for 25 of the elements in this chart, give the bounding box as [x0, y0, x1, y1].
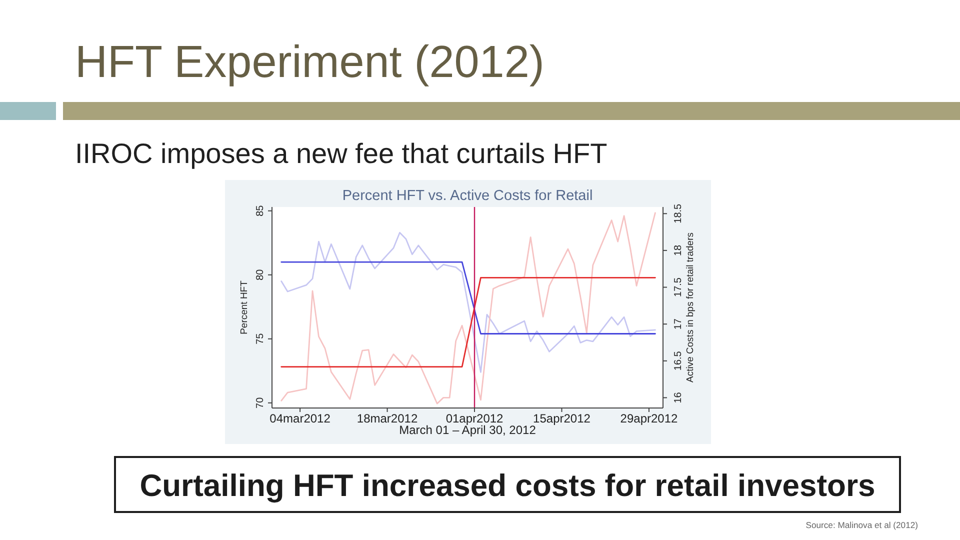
y2-tick-label: 16.5 [673, 350, 684, 371]
x-tick-label: 04mar2012 [270, 412, 331, 426]
y-axis-title: Percent HFT [239, 280, 250, 334]
chart-title: HFT Experiment (2012) [75, 36, 544, 87]
line-series [280, 212, 656, 404]
text: Percent HFT vs. Active Costs for Retail [342, 188, 593, 204]
y-tick-label: 75 [255, 332, 266, 344]
x-axis-title: March 01 – April 30, 2012 [399, 423, 536, 437]
source-note: Source: Malinova et al (2012) [806, 520, 918, 530]
x-tick-label: 15apr2012 [533, 412, 591, 426]
y-tick-label: 80 [255, 268, 266, 280]
y2-tick-label: 17.5 [673, 277, 684, 297]
y2-tick-label: 17 [673, 318, 684, 330]
x-tick-label: 29apr2012 [620, 412, 678, 426]
y2-tick-label: 16 [673, 392, 684, 404]
y2-tick-label: 18.5 [673, 203, 684, 224]
chart-subtitle: IIROC imposes a new fee that curtails HFT [75, 138, 608, 169]
x-tick-label: 01apr2012 [446, 412, 504, 426]
x-tick-label: 18mar2012 [356, 412, 418, 426]
y2-axis-title: Active Costs in bps for retail traders [685, 232, 696, 382]
line-series [280, 232, 656, 373]
y-tick-label: 85 [255, 204, 266, 216]
y2-tick-label: 18 [673, 244, 684, 256]
y-tick-label: 70 [255, 396, 266, 408]
text: Curtailing HFT increased costs for retail investors [140, 468, 876, 503]
